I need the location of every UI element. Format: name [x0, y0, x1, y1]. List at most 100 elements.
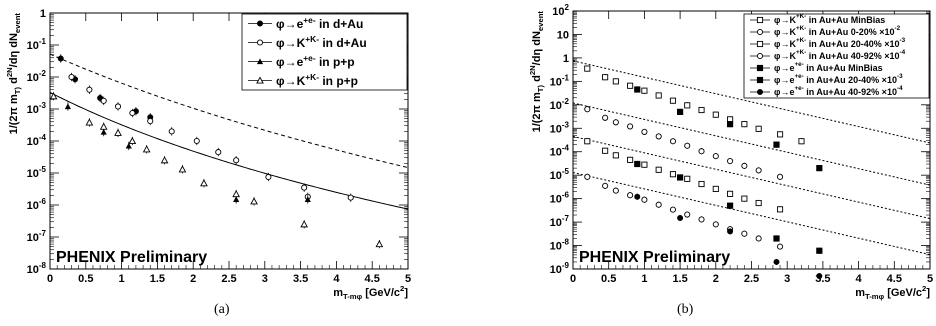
y-tick-label: 10-2: [550, 97, 570, 112]
y-tick-label: 10-5: [550, 167, 570, 182]
data-point: [584, 138, 591, 145]
data-point: [684, 211, 691, 218]
watermark-text: PHENIX Preliminary: [56, 249, 207, 266]
legend-marker: [756, 64, 764, 72]
data-point: [602, 147, 609, 154]
data-point: [68, 73, 75, 81]
x-axis-title: mT-m​φ​ [GeV/c2​]: [333, 284, 408, 301]
data-point: [777, 173, 784, 180]
data-point: [100, 128, 107, 135]
data-point: [168, 128, 175, 135]
data-point: [698, 148, 705, 155]
legend-label: φ→e+e​-​ in Au+Au MinBias: [774, 61, 883, 73]
series-6: [634, 160, 823, 254]
legend-label: φ→e+e​-​ in Au+Au 20-40% ×10-3​: [774, 73, 903, 85]
legend-box: [743, 13, 930, 99]
data-point: [727, 228, 734, 235]
fit-curve: [572, 60, 931, 144]
legend-marker: [756, 52, 764, 60]
data-point: [375, 240, 384, 248]
x-axis-title: mT-m​φ​ [GeV/c2​]: [855, 284, 930, 301]
data-point: [86, 86, 93, 93]
data-point: [178, 165, 187, 173]
data-point: [816, 273, 823, 280]
data-point: [64, 103, 71, 110]
data-point: [49, 92, 58, 100]
data-point: [641, 196, 648, 203]
data-point: [755, 167, 762, 174]
legend-marker: [756, 16, 764, 24]
data-point: [669, 206, 677, 213]
x-tick-label: 1: [641, 273, 647, 285]
y-tick-label: 10-6: [550, 191, 570, 206]
legend-marker: [756, 76, 764, 84]
data-point: [99, 122, 108, 130]
data-point: [612, 119, 619, 126]
data-point: [677, 214, 684, 221]
data-point: [655, 166, 662, 173]
y-axis-title: 1/(2π mT)​ d2N​/dη dNevent​: [528, 11, 545, 133]
data-point: [726, 121, 734, 128]
data-point: [584, 106, 591, 113]
fit-curve: [572, 172, 931, 256]
x-tick-label: 3: [784, 273, 790, 285]
data-point: [726, 202, 734, 209]
legend-item: φ→K+K​-​ in p+p: [248, 72, 358, 88]
data-point: [684, 142, 691, 149]
data-point: [147, 118, 154, 125]
legend-label: φ→K+K​-​ in Au+Au 0-20% ×10-2​: [774, 25, 901, 37]
data-point: [777, 206, 784, 213]
y-tick-label: 10-8: [27, 261, 47, 276]
legend-item: φ→K+K​-​ in Au+Au 0-20% ×10-2​: [750, 25, 901, 37]
data-point: [773, 235, 780, 242]
data-point: [602, 74, 609, 81]
data-point: [777, 243, 784, 250]
x-tick-label: 2: [190, 273, 196, 285]
series-2: [68, 72, 354, 202]
data-point: [727, 190, 734, 197]
fit-curve: [572, 135, 931, 220]
y-tick-label: 10-4: [550, 144, 570, 159]
data-point: [773, 141, 780, 148]
data-point: [114, 103, 122, 110]
data-point: [627, 82, 634, 89]
legend-marker: [256, 58, 264, 65]
data-point: [698, 180, 705, 188]
legend-item: φ→e+e​-​ in p+p: [248, 53, 355, 69]
series-4: [584, 173, 784, 250]
y-tick-label: 10-2: [27, 69, 47, 84]
legend-label: φ→K+K​-​ in Au+Au 40-92% ×10-4​: [774, 49, 906, 61]
x-tick-label: 0: [47, 273, 53, 285]
x-tick-label: 3: [262, 273, 268, 285]
legend-label: φ→K+K​-​ in Au+Au MinBias: [774, 13, 885, 25]
y-tick-label: 10-8: [550, 238, 570, 253]
data-point: [250, 197, 258, 205]
y-axis-title: 1/(2π mT)​ d2N​/dη dNevent​: [5, 13, 22, 135]
x-tick-label: 4.5: [365, 273, 380, 285]
legend-marker: [256, 76, 264, 84]
data-point: [684, 175, 691, 182]
data-point: [655, 133, 662, 140]
data-point: [727, 158, 734, 165]
legend-item: φ→e+e​-​ in Au+Au 20-40% ×10-3​: [750, 73, 903, 85]
legend-item: φ→K+K​-​ in Au+Au MinBias: [750, 13, 885, 25]
y-tick-label: 10-4: [27, 133, 47, 148]
data-point: [627, 192, 634, 199]
x-tick-label: 0.5: [78, 273, 93, 285]
data-point: [741, 121, 748, 128]
x-tick-label: 4: [333, 273, 340, 285]
data-point: [584, 65, 591, 72]
series-1: [57, 54, 154, 122]
data-point: [712, 221, 719, 228]
data-point: [232, 190, 241, 198]
x-tick-label: 1.5: [672, 273, 687, 285]
data-point: [233, 157, 240, 164]
x-tick-label: 5: [927, 273, 933, 285]
data-point: [712, 185, 719, 192]
y-tick-label: 102: [552, 3, 569, 18]
data-point: [677, 174, 684, 181]
data-point: [798, 138, 805, 145]
y-tick-label: 10-9: [550, 261, 570, 276]
series-5: [634, 86, 823, 172]
legend-a: φ→e+e​-​ in d+Au φ→K+K​-​ in d+Au φ→e+e​-​…: [241, 13, 408, 91]
